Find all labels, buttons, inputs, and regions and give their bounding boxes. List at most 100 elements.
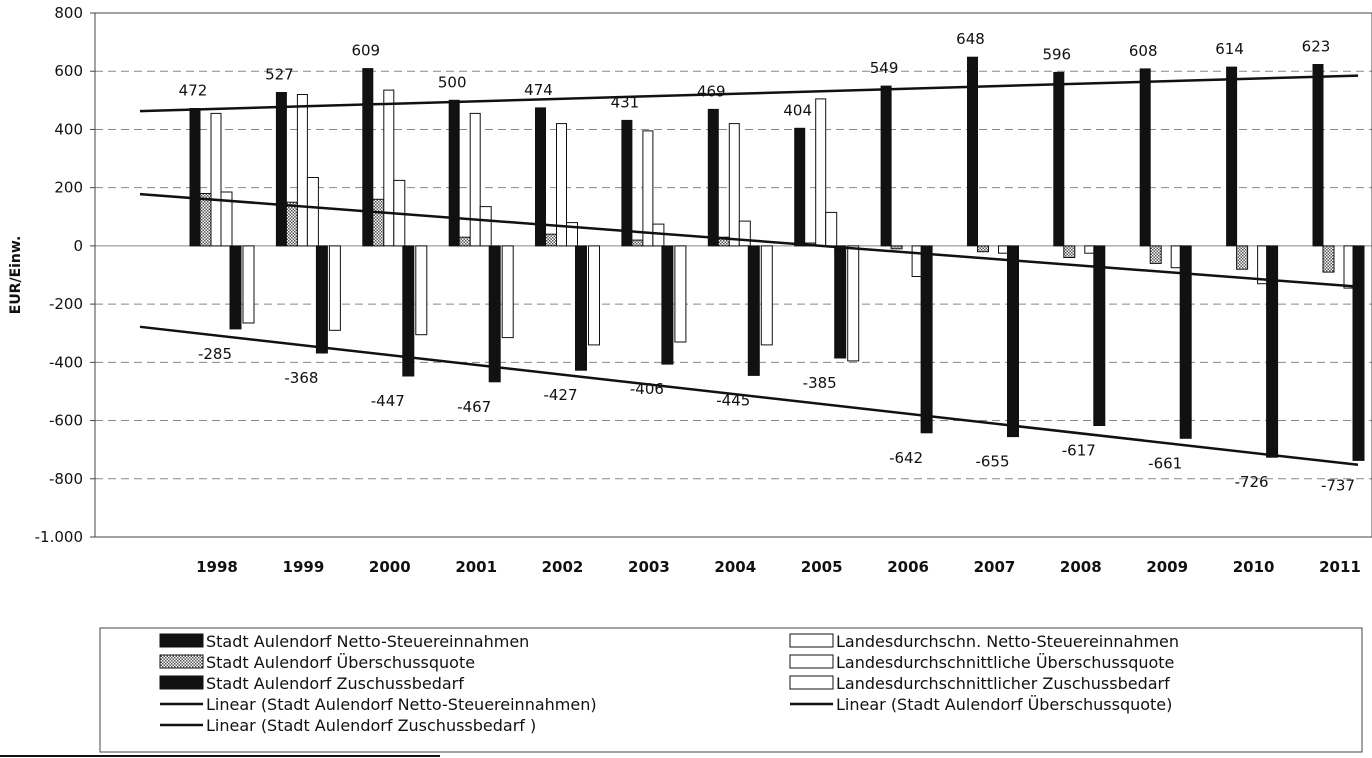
y-tick-label: -200 [49, 295, 83, 313]
bar [415, 245, 428, 336]
bar [535, 107, 546, 247]
legend-item: Linear (Stadt Aulendorf Netto-Steuereinn… [160, 695, 597, 714]
x-tick-label: 2007 [974, 558, 1016, 576]
bar-group-2005 [794, 98, 860, 362]
x-tick-label: 1998 [196, 558, 238, 576]
bar [815, 98, 827, 247]
bar [372, 198, 385, 247]
bar [448, 99, 460, 247]
bar [834, 245, 847, 359]
bar [728, 123, 740, 247]
bar [545, 233, 557, 247]
legend-label: Landesdurchschn. Netto-Steuereinnahmen [836, 632, 1179, 651]
x-tick-label: 2000 [369, 558, 411, 576]
data-label: -385 [803, 374, 837, 392]
x-tick-label: 2002 [542, 558, 584, 576]
bar [402, 245, 415, 377]
bar [383, 89, 395, 247]
legend-item: Stadt Aulendorf Netto-Steuereinnahmen [159, 632, 529, 651]
legend-item: Landesdurchschn. Netto-Steuereinnahmen [789, 632, 1179, 651]
y-tick-label: 800 [54, 4, 83, 22]
x-axis-ticks: 1998 1999 2000 2001 2002 2003 2004 2005 2006 2007… [196, 558, 1361, 576]
legend-label: Stadt Aulendorf Netto-Steuereinnahmen [206, 632, 529, 651]
x-tick-label: 2011 [1319, 558, 1361, 576]
y-tick-label: -600 [49, 412, 83, 430]
bar [847, 245, 860, 362]
legend-swatch [159, 633, 204, 648]
bar-group-2010 [1226, 66, 1279, 458]
x-tick-label: 2008 [1060, 558, 1102, 576]
data-label: -447 [371, 392, 405, 410]
bar [306, 177, 319, 247]
legend-swatch [789, 633, 834, 648]
legend-box [99, 627, 1363, 753]
bar [479, 206, 492, 247]
data-label: 609 [351, 42, 380, 60]
x-tick-label: 2001 [455, 558, 497, 576]
bar [575, 245, 587, 371]
bar [661, 245, 674, 365]
data-label: -661 [1148, 454, 1182, 472]
legend-label: Linear (Stadt Aulendorf Zuschussbedarf ) [206, 716, 536, 735]
bar-group-2000 [362, 68, 428, 377]
bar [621, 119, 633, 247]
y-tick-label: 600 [54, 62, 83, 80]
data-label: -655 [975, 453, 1009, 471]
data-label: 596 [1042, 45, 1071, 63]
bar [1139, 68, 1151, 247]
data-label: -726 [1235, 473, 1269, 491]
bar [920, 245, 933, 434]
legend-swatch [789, 654, 834, 669]
bar [760, 245, 773, 346]
bar-group-2004 [707, 108, 773, 376]
x-tick-label: 1999 [283, 558, 325, 576]
data-label: 614 [1215, 40, 1244, 58]
bar [1322, 245, 1335, 273]
bar [189, 108, 201, 247]
data-label: 549 [870, 59, 899, 77]
legend-item: Stadt Aulendorf Überschussquote [159, 653, 475, 672]
bar [977, 245, 989, 253]
bar [229, 245, 242, 330]
bar-group-2006 [880, 85, 933, 434]
x-tick-label: 2009 [1146, 558, 1188, 576]
bar [199, 193, 212, 247]
legend-label: Landesdurchschnittlicher Zuschussbedarf [836, 674, 1170, 693]
legend-label: Landesdurchschnittliche Überschussquote [836, 653, 1174, 672]
bar [501, 245, 514, 339]
plot-area-border [94, 12, 1372, 538]
data-label: 500 [438, 73, 467, 91]
legend-swatch [789, 675, 834, 690]
bar-group-2011 [1312, 64, 1365, 461]
bar-group-2001 [448, 99, 514, 383]
data-label: 472 [179, 82, 208, 100]
bar [707, 108, 719, 247]
y-tick-label: -400 [49, 353, 83, 371]
bar-group-1998 [189, 108, 255, 330]
legend-item: Linear (Stadt Aulendorf Überschussquote) [790, 695, 1172, 714]
bar [296, 94, 308, 247]
bar [588, 245, 600, 346]
data-label: 469 [697, 82, 726, 100]
bar [488, 245, 501, 383]
x-tick-label: 2004 [714, 558, 756, 576]
y-tick-label: -1.000 [35, 528, 83, 546]
bar-group-1999 [275, 92, 341, 354]
bar [1236, 245, 1249, 270]
bar [469, 112, 481, 247]
legend-swatch [159, 675, 204, 690]
bar [1063, 245, 1076, 258]
data-label: -445 [716, 391, 750, 409]
data-label: -617 [1062, 442, 1096, 460]
bar-group-2007 [967, 56, 1019, 438]
bar [747, 245, 760, 376]
bar [1312, 64, 1324, 247]
bar [1007, 245, 1019, 438]
bar-group-2002 [535, 107, 600, 371]
bar [458, 236, 471, 247]
data-label: 404 [783, 101, 812, 119]
x-tick-label: 2006 [887, 558, 929, 576]
bar [1352, 245, 1365, 461]
legend-label: Linear (Stadt Aulendorf Netto-Steuereinn… [206, 695, 597, 714]
